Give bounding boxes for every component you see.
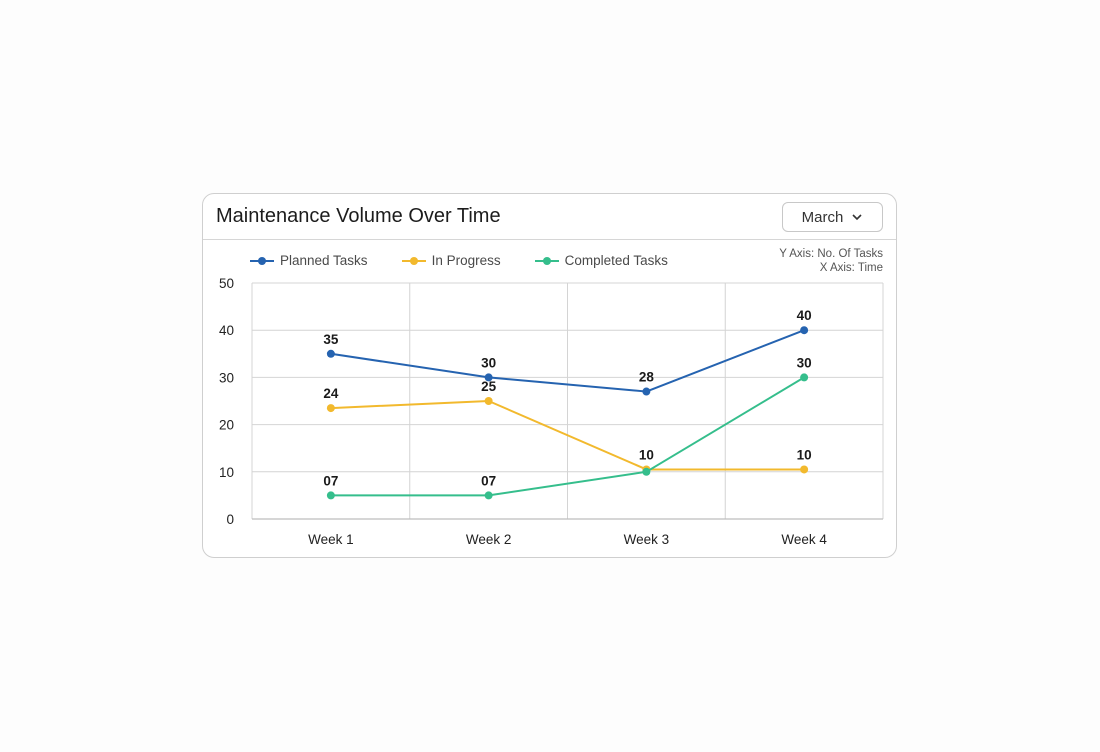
legend-label-planned: Planned Tasks bbox=[280, 253, 368, 268]
data-point[interactable] bbox=[484, 397, 493, 405]
x-tick-label: Week 2 bbox=[466, 532, 512, 547]
data-point[interactable] bbox=[800, 465, 809, 474]
legend-swatch-completed bbox=[534, 256, 559, 265]
data-label: 30 bbox=[481, 355, 496, 370]
data-label: 24 bbox=[323, 386, 339, 401]
series-line bbox=[330, 400, 805, 471]
legend-item-in-progress[interactable]: In Progress bbox=[401, 253, 501, 268]
chart-title: Maintenance Volume Over Time bbox=[216, 205, 501, 227]
legend-item-completed[interactable]: Completed Tasks bbox=[534, 253, 668, 268]
line-chart: 0 10 20 30 40 50 Week 1 Week 2 Week 3 Week 4 35 30 2… bbox=[219, 276, 884, 547]
x-tick-label: Week 4 bbox=[781, 532, 827, 547]
data-point[interactable] bbox=[484, 491, 493, 500]
y-tick-label: 50 bbox=[219, 276, 234, 291]
data-point[interactable] bbox=[642, 387, 651, 396]
data-label: 10 bbox=[639, 447, 654, 462]
legend-item-planned[interactable]: Planned Tasks bbox=[250, 253, 368, 268]
x-axis-note: X Axis: Time bbox=[819, 262, 883, 274]
data-point[interactable] bbox=[484, 373, 493, 382]
y-tick-label: 40 bbox=[219, 323, 234, 338]
data-label: 28 bbox=[639, 370, 655, 385]
data-label: 10 bbox=[797, 447, 812, 462]
data-label: 07 bbox=[323, 473, 338, 488]
data-label: 07 bbox=[481, 473, 496, 488]
data-label: 35 bbox=[323, 332, 339, 347]
chart-card: Maintenance Volume Over Time March Plann… bbox=[202, 193, 897, 558]
legend-swatch-planned bbox=[250, 256, 274, 265]
y-axis-note: Y Axis: No. Of Tasks bbox=[779, 248, 883, 260]
legend-label-completed: Completed Tasks bbox=[564, 253, 668, 268]
data-point[interactable] bbox=[800, 373, 809, 382]
chart-legend: Planned Tasks In Progress Completed Task… bbox=[250, 253, 668, 268]
data-point[interactable] bbox=[326, 404, 335, 413]
data-label: 30 bbox=[797, 355, 812, 370]
y-tick-label: 0 bbox=[226, 512, 234, 527]
data-point[interactable] bbox=[326, 349, 335, 358]
series-line bbox=[330, 329, 805, 393]
y-tick-label: 20 bbox=[219, 418, 234, 433]
data-point[interactable] bbox=[642, 467, 651, 476]
y-tick-label: 10 bbox=[219, 465, 234, 480]
x-tick-label: Week 3 bbox=[624, 532, 670, 547]
data-point[interactable] bbox=[800, 326, 809, 335]
y-tick-label: 30 bbox=[219, 370, 234, 385]
card-header: Maintenance Volume Over Time March bbox=[203, 194, 896, 240]
legend-label-in-progress: In Progress bbox=[431, 253, 501, 268]
month-dropdown[interactable]: March bbox=[782, 202, 883, 232]
data-point[interactable] bbox=[326, 491, 335, 500]
axis-note: Y Axis: No. Of Tasks X Axis: Time bbox=[779, 247, 883, 275]
data-label: 25 bbox=[481, 379, 497, 394]
month-dropdown-value: March bbox=[801, 208, 844, 226]
series-line bbox=[330, 376, 805, 497]
x-tick-label: Week 1 bbox=[308, 532, 354, 547]
data-label: 40 bbox=[797, 308, 812, 323]
chevron-down-icon bbox=[852, 214, 862, 221]
legend-swatch-in-progress bbox=[401, 256, 426, 265]
